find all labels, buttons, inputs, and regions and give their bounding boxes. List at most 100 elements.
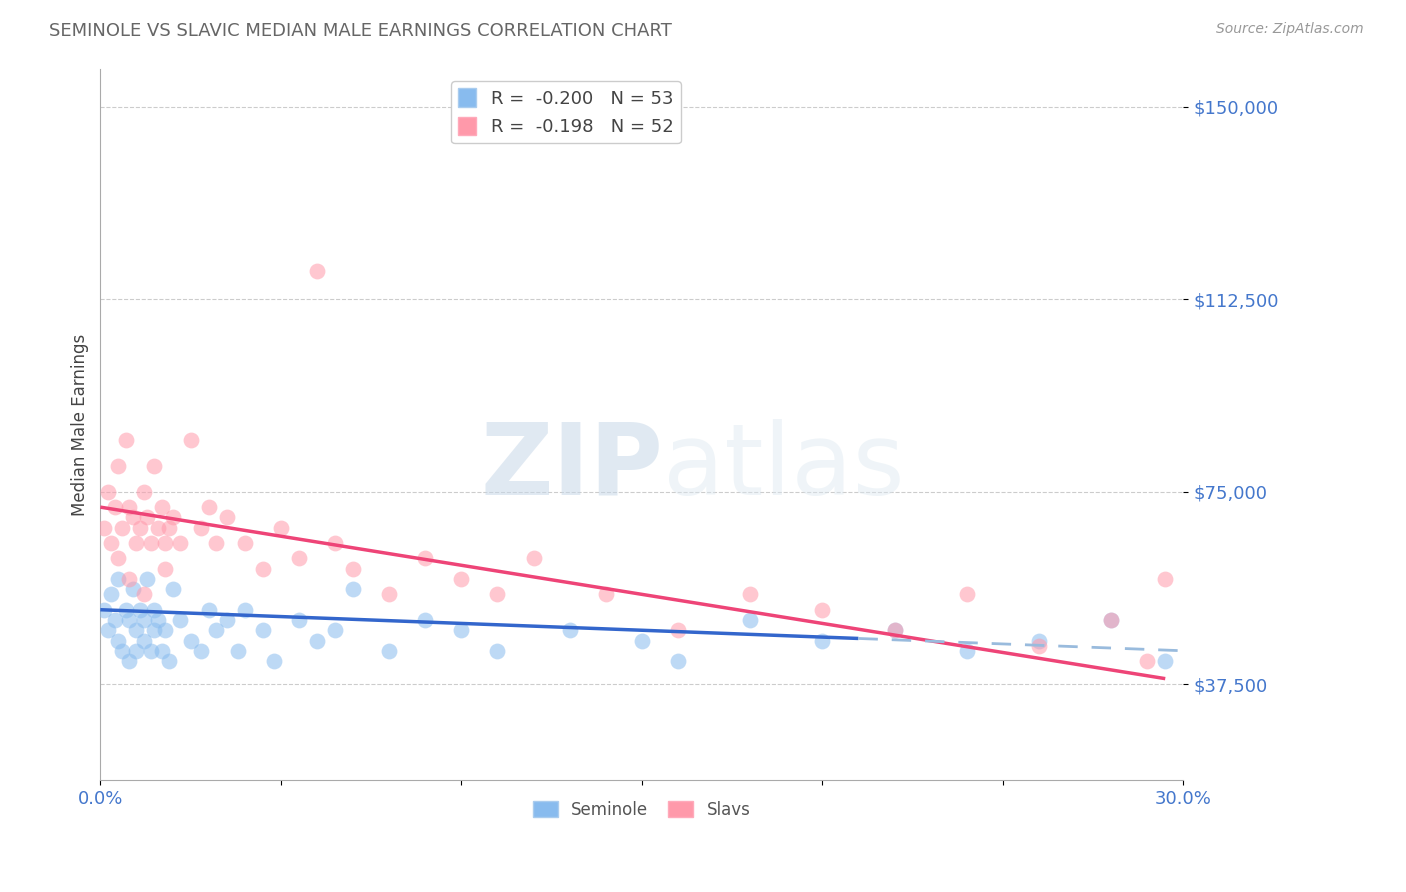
Point	[146, 521, 169, 535]
Point	[169, 536, 191, 550]
Point	[197, 603, 219, 617]
Point	[740, 587, 762, 601]
Point	[252, 624, 274, 638]
Point	[740, 613, 762, 627]
Point	[956, 644, 979, 658]
Point	[811, 633, 834, 648]
Point	[97, 624, 120, 638]
Y-axis label: Median Male Earnings: Median Male Earnings	[72, 334, 89, 516]
Point	[132, 613, 155, 627]
Point	[129, 603, 152, 617]
Point	[288, 613, 311, 627]
Point	[132, 633, 155, 648]
Point	[883, 624, 905, 638]
Point	[107, 633, 129, 648]
Point	[157, 521, 180, 535]
Text: SEMINOLE VS SLAVIC MEDIAN MALE EARNINGS CORRELATION CHART: SEMINOLE VS SLAVIC MEDIAN MALE EARNINGS …	[49, 22, 672, 40]
Point	[146, 613, 169, 627]
Point	[263, 654, 285, 668]
Point	[413, 613, 436, 627]
Text: atlas: atlas	[664, 418, 905, 516]
Point	[162, 582, 184, 597]
Point	[1154, 654, 1177, 668]
Point	[132, 484, 155, 499]
Point	[104, 613, 127, 627]
Point	[595, 587, 617, 601]
Point	[215, 613, 238, 627]
Point	[125, 624, 148, 638]
Point	[125, 536, 148, 550]
Point	[252, 562, 274, 576]
Point	[157, 654, 180, 668]
Point	[121, 510, 143, 524]
Point	[323, 624, 346, 638]
Point	[104, 500, 127, 515]
Point	[136, 572, 159, 586]
Point	[630, 633, 652, 648]
Point	[143, 624, 166, 638]
Point	[522, 551, 544, 566]
Point	[1099, 613, 1122, 627]
Point	[93, 603, 115, 617]
Point	[486, 587, 509, 601]
Point	[139, 644, 162, 658]
Point	[956, 587, 979, 601]
Point	[378, 587, 401, 601]
Point	[180, 434, 202, 448]
Point	[378, 644, 401, 658]
Point	[125, 644, 148, 658]
Point	[450, 624, 472, 638]
Point	[305, 264, 328, 278]
Point	[197, 500, 219, 515]
Point	[155, 536, 177, 550]
Point	[132, 587, 155, 601]
Point	[111, 521, 134, 535]
Point	[305, 633, 328, 648]
Legend: Seminole, Slavs: Seminole, Slavs	[526, 794, 758, 825]
Text: Source: ZipAtlas.com: Source: ZipAtlas.com	[1216, 22, 1364, 37]
Point	[100, 536, 122, 550]
Point	[114, 434, 136, 448]
Point	[97, 484, 120, 499]
Point	[342, 562, 364, 576]
Point	[883, 624, 905, 638]
Point	[150, 644, 173, 658]
Point	[1028, 633, 1050, 648]
Point	[233, 536, 256, 550]
Point	[136, 510, 159, 524]
Point	[233, 603, 256, 617]
Point	[1154, 572, 1177, 586]
Point	[1099, 613, 1122, 627]
Point	[215, 510, 238, 524]
Point	[190, 521, 212, 535]
Point	[107, 551, 129, 566]
Point	[666, 654, 689, 668]
Point	[486, 644, 509, 658]
Text: ZIP: ZIP	[481, 418, 664, 516]
Point	[155, 562, 177, 576]
Point	[143, 459, 166, 474]
Point	[155, 624, 177, 638]
Point	[205, 624, 228, 638]
Point	[118, 500, 141, 515]
Point	[226, 644, 249, 658]
Point	[107, 572, 129, 586]
Point	[118, 613, 141, 627]
Point	[180, 633, 202, 648]
Point	[190, 644, 212, 658]
Point	[450, 572, 472, 586]
Point	[666, 624, 689, 638]
Point	[129, 521, 152, 535]
Point	[139, 536, 162, 550]
Point	[413, 551, 436, 566]
Point	[342, 582, 364, 597]
Point	[118, 654, 141, 668]
Point	[162, 510, 184, 524]
Point	[107, 459, 129, 474]
Point	[150, 500, 173, 515]
Point	[811, 603, 834, 617]
Point	[114, 603, 136, 617]
Point	[205, 536, 228, 550]
Point	[558, 624, 581, 638]
Point	[121, 582, 143, 597]
